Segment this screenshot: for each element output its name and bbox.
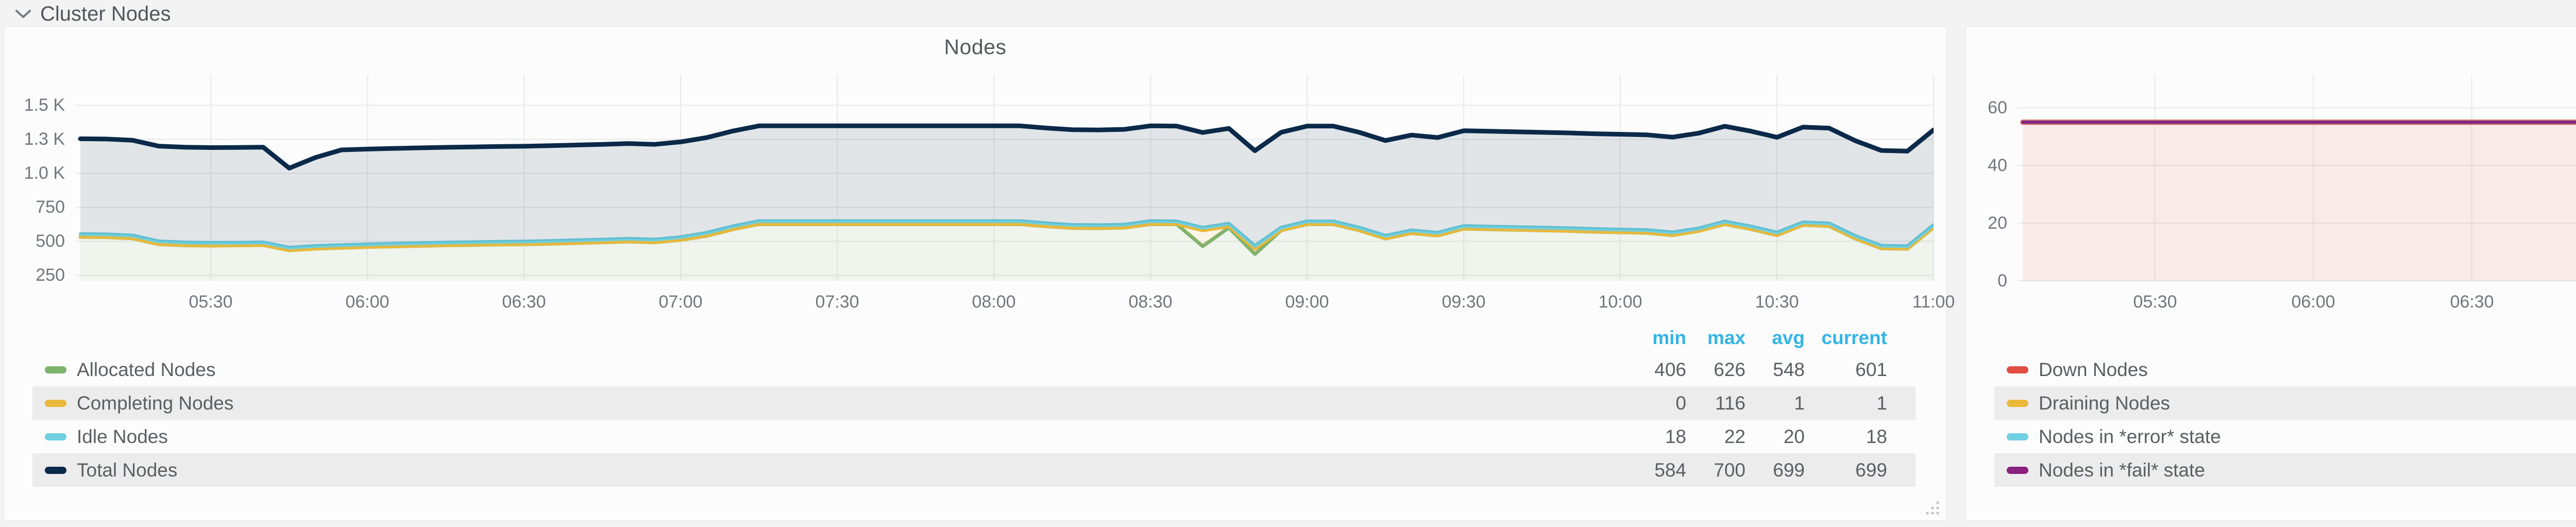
legend-row[interactable]: Draining Nodes0000 bbox=[1994, 386, 2576, 420]
legend-sort-min[interactable]: min bbox=[1652, 327, 1686, 348]
legend-series-label: Nodes in *error* state bbox=[2039, 426, 2221, 447]
legend-series-label: Completing Nodes bbox=[77, 392, 234, 414]
legend-value-max: 700 bbox=[1714, 459, 1745, 481]
x-tick-label: 07:00 bbox=[658, 292, 703, 312]
graph-canvas[interactable] bbox=[4, 27, 1946, 520]
legend-row[interactable]: Total Nodes 584 700 699 699 bbox=[32, 453, 1916, 487]
legend-value-current: 1 bbox=[1876, 392, 1887, 414]
legend-value-current: 601 bbox=[1855, 359, 1887, 380]
x-tick-label: 09:30 bbox=[1442, 292, 1486, 312]
x-tick-label: 07:30 bbox=[815, 292, 859, 312]
legend-value-min: 18 bbox=[1665, 426, 1686, 447]
x-tick-label: 09:00 bbox=[1285, 292, 1329, 312]
legend-swatch-icon bbox=[45, 399, 66, 407]
x-tick-label: 10:30 bbox=[1755, 292, 1799, 312]
legend-swatch-icon bbox=[45, 366, 66, 373]
y-tick-label: 1.0 K bbox=[24, 163, 65, 183]
x-tick-label: 08:00 bbox=[972, 292, 1016, 312]
x-tick-label: 08:30 bbox=[1128, 292, 1173, 312]
legend-row[interactable]: Allocated Nodes 406 626 548 601 bbox=[32, 353, 1916, 386]
x-tick-label: 06:30 bbox=[502, 292, 546, 312]
legend-value-min: 584 bbox=[1654, 459, 1686, 481]
legend-row[interactable]: Completing Nodes 0 116 1 1 bbox=[32, 386, 1916, 420]
y-tick-label: 250 bbox=[36, 265, 65, 285]
legend-swatch-icon bbox=[2007, 466, 2028, 474]
x-tick-label: 10:00 bbox=[1598, 292, 1642, 312]
y-tick-label: 60 bbox=[1988, 98, 2007, 117]
legend-series-label: Draining Nodes bbox=[2039, 392, 2171, 414]
legend-swatch-icon bbox=[2007, 399, 2028, 407]
panel-nodes: Nodes 05:30 06:00 06:30 07:00 07:30 08:00 08:3… bbox=[4, 27, 1955, 520]
legend-series-label: Nodes in *fail* state bbox=[2039, 459, 2205, 481]
legend-series-label: Total Nodes bbox=[77, 459, 178, 481]
legend-row[interactable]: Nodes in *error* state0000 bbox=[1994, 420, 2576, 453]
x-tick-label: 11:00 bbox=[1912, 292, 1955, 312]
legend-swatch-icon bbox=[2007, 433, 2028, 440]
x-tick-label: 05:30 bbox=[189, 292, 233, 312]
legend-value-current: 18 bbox=[1866, 426, 1887, 447]
panel-resize-handle[interactable] bbox=[1925, 500, 1941, 516]
legend-row[interactable]: Down Nodes55555555 bbox=[1994, 353, 2576, 386]
legend-value-current: 699 bbox=[1855, 459, 1887, 481]
y-tick-label: 500 bbox=[36, 231, 65, 251]
legend-series-label: Down Nodes bbox=[2039, 359, 2148, 380]
section-title: Cluster Nodes bbox=[40, 2, 171, 25]
y-tick-label: 20 bbox=[1988, 213, 2007, 233]
legend-sort-max[interactable]: max bbox=[1707, 327, 1745, 348]
legend-value-avg: 548 bbox=[1773, 359, 1805, 380]
legend-sort-avg[interactable]: avg bbox=[1772, 327, 1805, 348]
legend-series-label: Allocated Nodes bbox=[77, 359, 216, 380]
legend: minmaxavgcurrentDown Nodes55555555Draini… bbox=[1994, 323, 2576, 487]
legend-value-min: 0 bbox=[1675, 392, 1686, 414]
y-tick-label: 40 bbox=[1988, 156, 2007, 175]
legend-row[interactable]: Nodes in *fail* state0000 bbox=[1994, 453, 2576, 487]
legend-value-avg: 699 bbox=[1773, 459, 1805, 481]
legend-value-min: 406 bbox=[1654, 359, 1686, 380]
panel-fail-down-drain-err-nodes: Fail/Down/Drain/Err Nodes 05:3006:0006:3… bbox=[1966, 27, 2576, 520]
x-tick-label: 05:30 bbox=[2133, 292, 2177, 312]
y-tick-label: 0 bbox=[1997, 271, 2007, 291]
legend-sort-current[interactable]: current bbox=[1821, 327, 1887, 348]
panel-title[interactable]: Nodes bbox=[944, 35, 1007, 59]
x-tick-label: 07:00 bbox=[2573, 292, 2576, 312]
x-tick-label: 06:30 bbox=[2450, 292, 2494, 312]
y-tick-label: 750 bbox=[36, 197, 65, 217]
legend-swatch-icon bbox=[2007, 366, 2028, 373]
y-tick-label: 1.5 K bbox=[24, 95, 65, 115]
legend-value-max: 116 bbox=[1715, 392, 1745, 414]
legend-value-max: 626 bbox=[1714, 359, 1745, 380]
graph-canvas[interactable] bbox=[1966, 27, 2576, 520]
legend: min max avg current Allocated Nodes 406 626 548… bbox=[32, 323, 1916, 487]
legend-value-avg: 20 bbox=[1783, 426, 1805, 447]
legend-swatch-icon bbox=[45, 433, 66, 440]
chevron-down-icon bbox=[14, 8, 32, 20]
x-tick-label: 06:00 bbox=[345, 292, 389, 312]
legend-row[interactable]: Idle Nodes 18 22 20 18 bbox=[32, 420, 1916, 453]
legend-series-label: Idle Nodes bbox=[77, 426, 168, 447]
x-tick-label: 06:00 bbox=[2291, 292, 2335, 312]
y-tick-label: 1.3 K bbox=[24, 129, 65, 149]
legend-value-max: 22 bbox=[1724, 426, 1745, 447]
section-header-cluster-nodes[interactable]: Cluster Nodes bbox=[14, 2, 171, 26]
legend-swatch-icon bbox=[45, 466, 66, 474]
legend-value-avg: 1 bbox=[1794, 392, 1805, 414]
